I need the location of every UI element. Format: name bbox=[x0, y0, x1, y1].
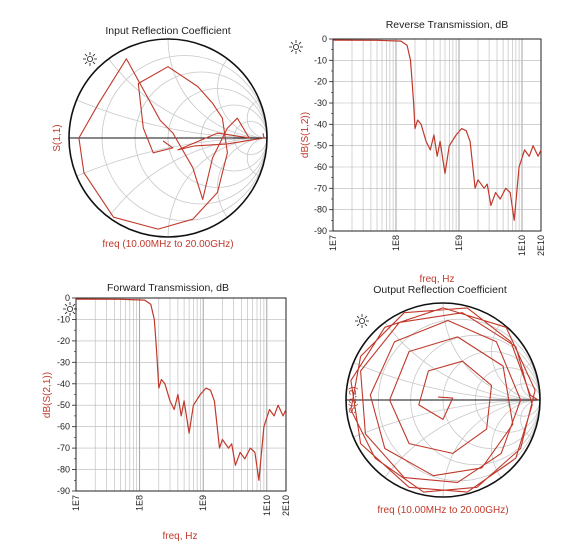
sun-icon-ray bbox=[92, 53, 96, 57]
sun-icon-ray bbox=[364, 323, 368, 327]
sun-icon-ray bbox=[298, 41, 302, 45]
sun-icon-ray bbox=[356, 323, 360, 327]
y-tick-label: -20 bbox=[314, 77, 327, 87]
reactance-arc bbox=[217, 39, 267, 139]
x-tick-label: 2E10 bbox=[281, 495, 291, 516]
y-tick-label: -70 bbox=[314, 183, 327, 193]
sun-icon-ray bbox=[84, 61, 88, 65]
sun-icon-ray bbox=[290, 49, 294, 53]
ylabel-s12: dB(S(1,2)) bbox=[300, 112, 311, 158]
sun-icon-ray bbox=[356, 315, 360, 319]
xlabel-s21: freq, Hz bbox=[162, 531, 197, 542]
reactance-arc bbox=[346, 303, 540, 401]
y-tick-label: -20 bbox=[57, 336, 70, 346]
sun-icon-ray bbox=[364, 315, 368, 319]
chart-title-s11: Input Reflection Coefficient bbox=[105, 25, 230, 37]
y-tick-label: -80 bbox=[57, 465, 70, 475]
x-tick-label: 1E8 bbox=[391, 235, 401, 251]
y-tick-label: 0 bbox=[322, 34, 327, 44]
x-tick-label: 2E10 bbox=[536, 235, 546, 256]
panel-forward-transmission: Forward Transmission, dB 0 -10 -20 -30 -40 -5… bbox=[42, 282, 291, 542]
sun-icon bbox=[355, 314, 369, 328]
trace-line-s22 bbox=[350, 307, 539, 493]
sun-icon bbox=[83, 52, 97, 66]
grid-lines bbox=[332, 38, 542, 232]
y-tick-label: -70 bbox=[57, 443, 70, 453]
y-tick-label: -60 bbox=[57, 422, 70, 432]
chart-title-s22: Output Reflection Coefficient bbox=[373, 284, 507, 296]
x-tick-label: 1E10 bbox=[262, 495, 272, 516]
y-tick-label: -90 bbox=[57, 486, 70, 496]
sun-icon-ray bbox=[298, 49, 302, 53]
ylabel-s21: dB(S(2,1)) bbox=[42, 372, 53, 418]
grid-lines bbox=[75, 297, 287, 492]
sun-icon-ray bbox=[64, 311, 68, 315]
panel-output-reflection: Output Reflection Coefficient S(2,2) fre… bbox=[345, 284, 541, 516]
sun-icon-core bbox=[66, 305, 74, 313]
x-tick-label: 1E7 bbox=[71, 495, 81, 511]
sun-icon bbox=[289, 40, 303, 54]
chart-title-s12: Reverse Transmission, dB bbox=[386, 19, 509, 31]
freq-label-s11: freq (10.00MHz to 20.00GHz) bbox=[102, 239, 233, 250]
x-tick-label: 1E7 bbox=[328, 235, 338, 251]
trace-label-s22: S(2,2) bbox=[348, 386, 359, 413]
reactance-arc bbox=[167, 39, 267, 139]
smith-grid bbox=[346, 303, 540, 497]
sun-icon-ray bbox=[290, 41, 294, 45]
y-tick-label: -30 bbox=[57, 357, 70, 367]
xlabel-s12: freq, Hz bbox=[419, 274, 454, 285]
sun-icon-ray bbox=[64, 303, 68, 307]
smith-chart-s22 bbox=[345, 302, 541, 498]
chart-title-s21: Forward Transmission, dB bbox=[107, 282, 229, 294]
x-tick-label: 1E9 bbox=[198, 495, 208, 511]
y-tick-label: -80 bbox=[314, 205, 327, 215]
trace-label-s11: S(1,1) bbox=[52, 124, 63, 151]
trace-line-s12 bbox=[332, 39, 542, 221]
y-tick-label: -90 bbox=[314, 226, 327, 236]
y-tick-label: -40 bbox=[314, 119, 327, 129]
y-tick-label: -10 bbox=[57, 314, 70, 324]
freq-label-s22: freq (10.00MHz to 20.00GHz) bbox=[377, 505, 508, 516]
y-tick-label: -60 bbox=[314, 162, 327, 172]
plot-frame bbox=[75, 297, 287, 492]
sun-icon-ray bbox=[72, 303, 76, 307]
x-tick-label: 1E8 bbox=[135, 495, 145, 511]
sun-icon-core bbox=[358, 317, 366, 325]
y-tick-label: -30 bbox=[314, 98, 327, 108]
y-tick-label: 0 bbox=[65, 293, 70, 303]
y-tick-label: -50 bbox=[57, 400, 70, 410]
reactance-arc bbox=[491, 303, 540, 401]
sun-icon-ray bbox=[92, 61, 96, 65]
reactance-arc bbox=[217, 137, 267, 237]
sun-icon-ray bbox=[84, 53, 88, 57]
trace-line-s21 bbox=[75, 298, 287, 481]
sun-icon-core bbox=[292, 43, 300, 51]
sun-icon-ray bbox=[72, 311, 76, 315]
y-tick-label: -40 bbox=[57, 379, 70, 389]
x-tick-label: 1E9 bbox=[454, 235, 464, 251]
reactance-arc bbox=[491, 399, 540, 497]
x-tick-label: 1E10 bbox=[517, 235, 527, 256]
sun-icon-core bbox=[86, 55, 94, 63]
panel-reverse-transmission: Reverse Transmission, dB 0 -10 -20 -30 -40 -5… bbox=[289, 19, 546, 285]
y-tick-label: -10 bbox=[314, 55, 327, 65]
y-tick-label: -50 bbox=[314, 141, 327, 151]
plot-frame bbox=[332, 38, 542, 232]
trace-line-s11 bbox=[78, 58, 265, 230]
